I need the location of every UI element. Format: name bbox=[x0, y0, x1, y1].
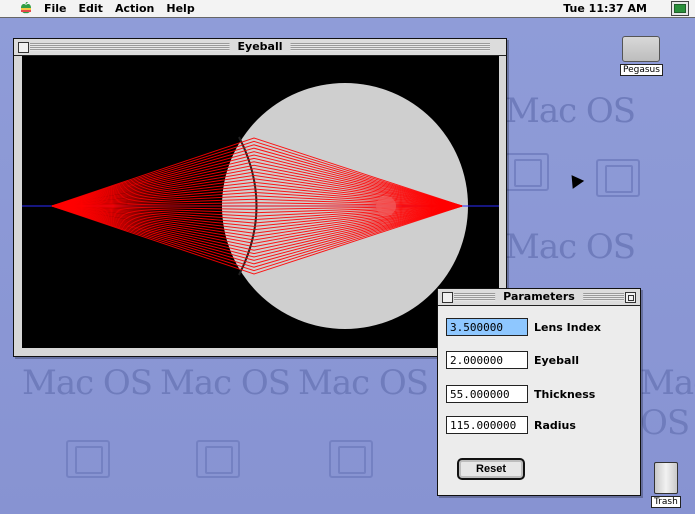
wallpaper-text: Mac OS bbox=[505, 227, 636, 267]
finder-tile-icon bbox=[596, 159, 640, 197]
close-box-icon[interactable] bbox=[18, 42, 29, 53]
param-row-radius: 115.000000 Radius bbox=[446, 416, 576, 434]
ray-line bbox=[51, 174, 463, 207]
ray-line bbox=[51, 171, 463, 207]
ray-line bbox=[51, 205, 463, 234]
parameters-window-title: Parameters bbox=[495, 289, 583, 305]
wallpaper-text: Mac OS bbox=[640, 363, 695, 443]
eyeball-window: Eyeball bbox=[13, 38, 507, 357]
ray-line bbox=[51, 205, 463, 268]
eyeball-window-title: Eyeball bbox=[229, 39, 291, 55]
wallpaper-text: Mac OS bbox=[160, 363, 291, 403]
menu-help[interactable]: Help bbox=[166, 2, 195, 15]
ray-line bbox=[51, 205, 463, 238]
ray-line bbox=[51, 151, 463, 207]
param-row-thickness: 55.000000 Thickness bbox=[446, 385, 595, 403]
trash-icon bbox=[653, 462, 678, 494]
ray-line bbox=[51, 205, 463, 255]
parameters-titlebar[interactable]: Parameters bbox=[438, 289, 640, 306]
thickness-label: Thickness bbox=[534, 387, 596, 401]
ray-line bbox=[51, 168, 463, 207]
zoom-box-icon[interactable] bbox=[625, 292, 636, 303]
ray-line bbox=[51, 137, 463, 207]
wallpaper-text: Mac OS bbox=[298, 363, 429, 403]
radius-input[interactable]: 115.000000 bbox=[446, 416, 528, 434]
finder-tile-icon bbox=[196, 440, 240, 478]
ray-line bbox=[51, 205, 463, 275]
ray-line bbox=[51, 161, 463, 207]
ray-line bbox=[51, 205, 463, 251]
ray-line bbox=[51, 205, 463, 261]
menu-action[interactable]: Action bbox=[114, 2, 155, 15]
ray-line bbox=[51, 205, 463, 272]
ray-line bbox=[51, 205, 463, 258]
reset-button[interactable]: Reset bbox=[457, 458, 525, 480]
param-row-lens-index: 3.500000 Lens Index bbox=[446, 318, 601, 336]
eyeball-titlebar[interactable]: Eyeball bbox=[14, 39, 506, 56]
lens-index-label: Lens Index bbox=[534, 320, 602, 334]
finder-tile-icon bbox=[66, 440, 110, 478]
focus-spot bbox=[376, 196, 396, 216]
eyeball-input[interactable]: 2.000000 bbox=[446, 351, 528, 369]
hard-drive-desktop-icon[interactable]: Pegasus bbox=[620, 36, 663, 76]
menubar-clock[interactable]: Tue 11:37 AM bbox=[563, 2, 647, 15]
parameters-window: Parameters 3.500000 Lens Index 2.000000 … bbox=[437, 288, 641, 496]
ray-line bbox=[51, 205, 463, 248]
param-row-eyeball: 2.000000 Eyeball bbox=[446, 351, 579, 369]
ray-line bbox=[51, 205, 463, 241]
ray-line bbox=[51, 181, 463, 207]
radius-label: Radius bbox=[534, 418, 576, 432]
menubar: File Edit Action Help Tue 11:37 AM bbox=[0, 0, 695, 18]
ray-line bbox=[51, 140, 463, 207]
trash-desktop-icon[interactable]: Trash bbox=[651, 462, 681, 508]
apple-menu-icon[interactable] bbox=[20, 2, 32, 15]
hard-drive-label: Pegasus bbox=[620, 64, 663, 76]
eyeball-label: Eyeball bbox=[534, 353, 579, 367]
lens-index-input[interactable]: 3.500000 bbox=[446, 318, 528, 336]
ray-line bbox=[51, 157, 463, 207]
menu-edit[interactable]: Edit bbox=[78, 2, 103, 15]
ray-line bbox=[51, 178, 463, 207]
ray-line bbox=[51, 205, 463, 231]
ray-line bbox=[51, 147, 463, 207]
ray-line bbox=[51, 205, 463, 265]
eyeball-canvas bbox=[22, 56, 499, 348]
close-box-icon[interactable] bbox=[442, 292, 453, 303]
application-menu-icon[interactable] bbox=[671, 1, 689, 16]
ray-line bbox=[51, 154, 463, 207]
parameters-body: 3.500000 Lens Index 2.000000 Eyeball 55.… bbox=[438, 306, 640, 493]
ray-line bbox=[51, 164, 463, 207]
trash-label: Trash bbox=[651, 496, 681, 508]
ray-line bbox=[51, 144, 463, 207]
finder-tile-icon bbox=[329, 440, 373, 478]
ray-line bbox=[51, 205, 463, 244]
wallpaper-text: Mac OS bbox=[22, 363, 153, 403]
hard-drive-icon bbox=[622, 36, 661, 62]
wallpaper-text: Mac OS bbox=[505, 91, 636, 131]
menu-file[interactable]: File bbox=[44, 2, 67, 15]
finder-tile-icon bbox=[505, 153, 549, 191]
thickness-input[interactable]: 55.000000 bbox=[446, 385, 528, 403]
